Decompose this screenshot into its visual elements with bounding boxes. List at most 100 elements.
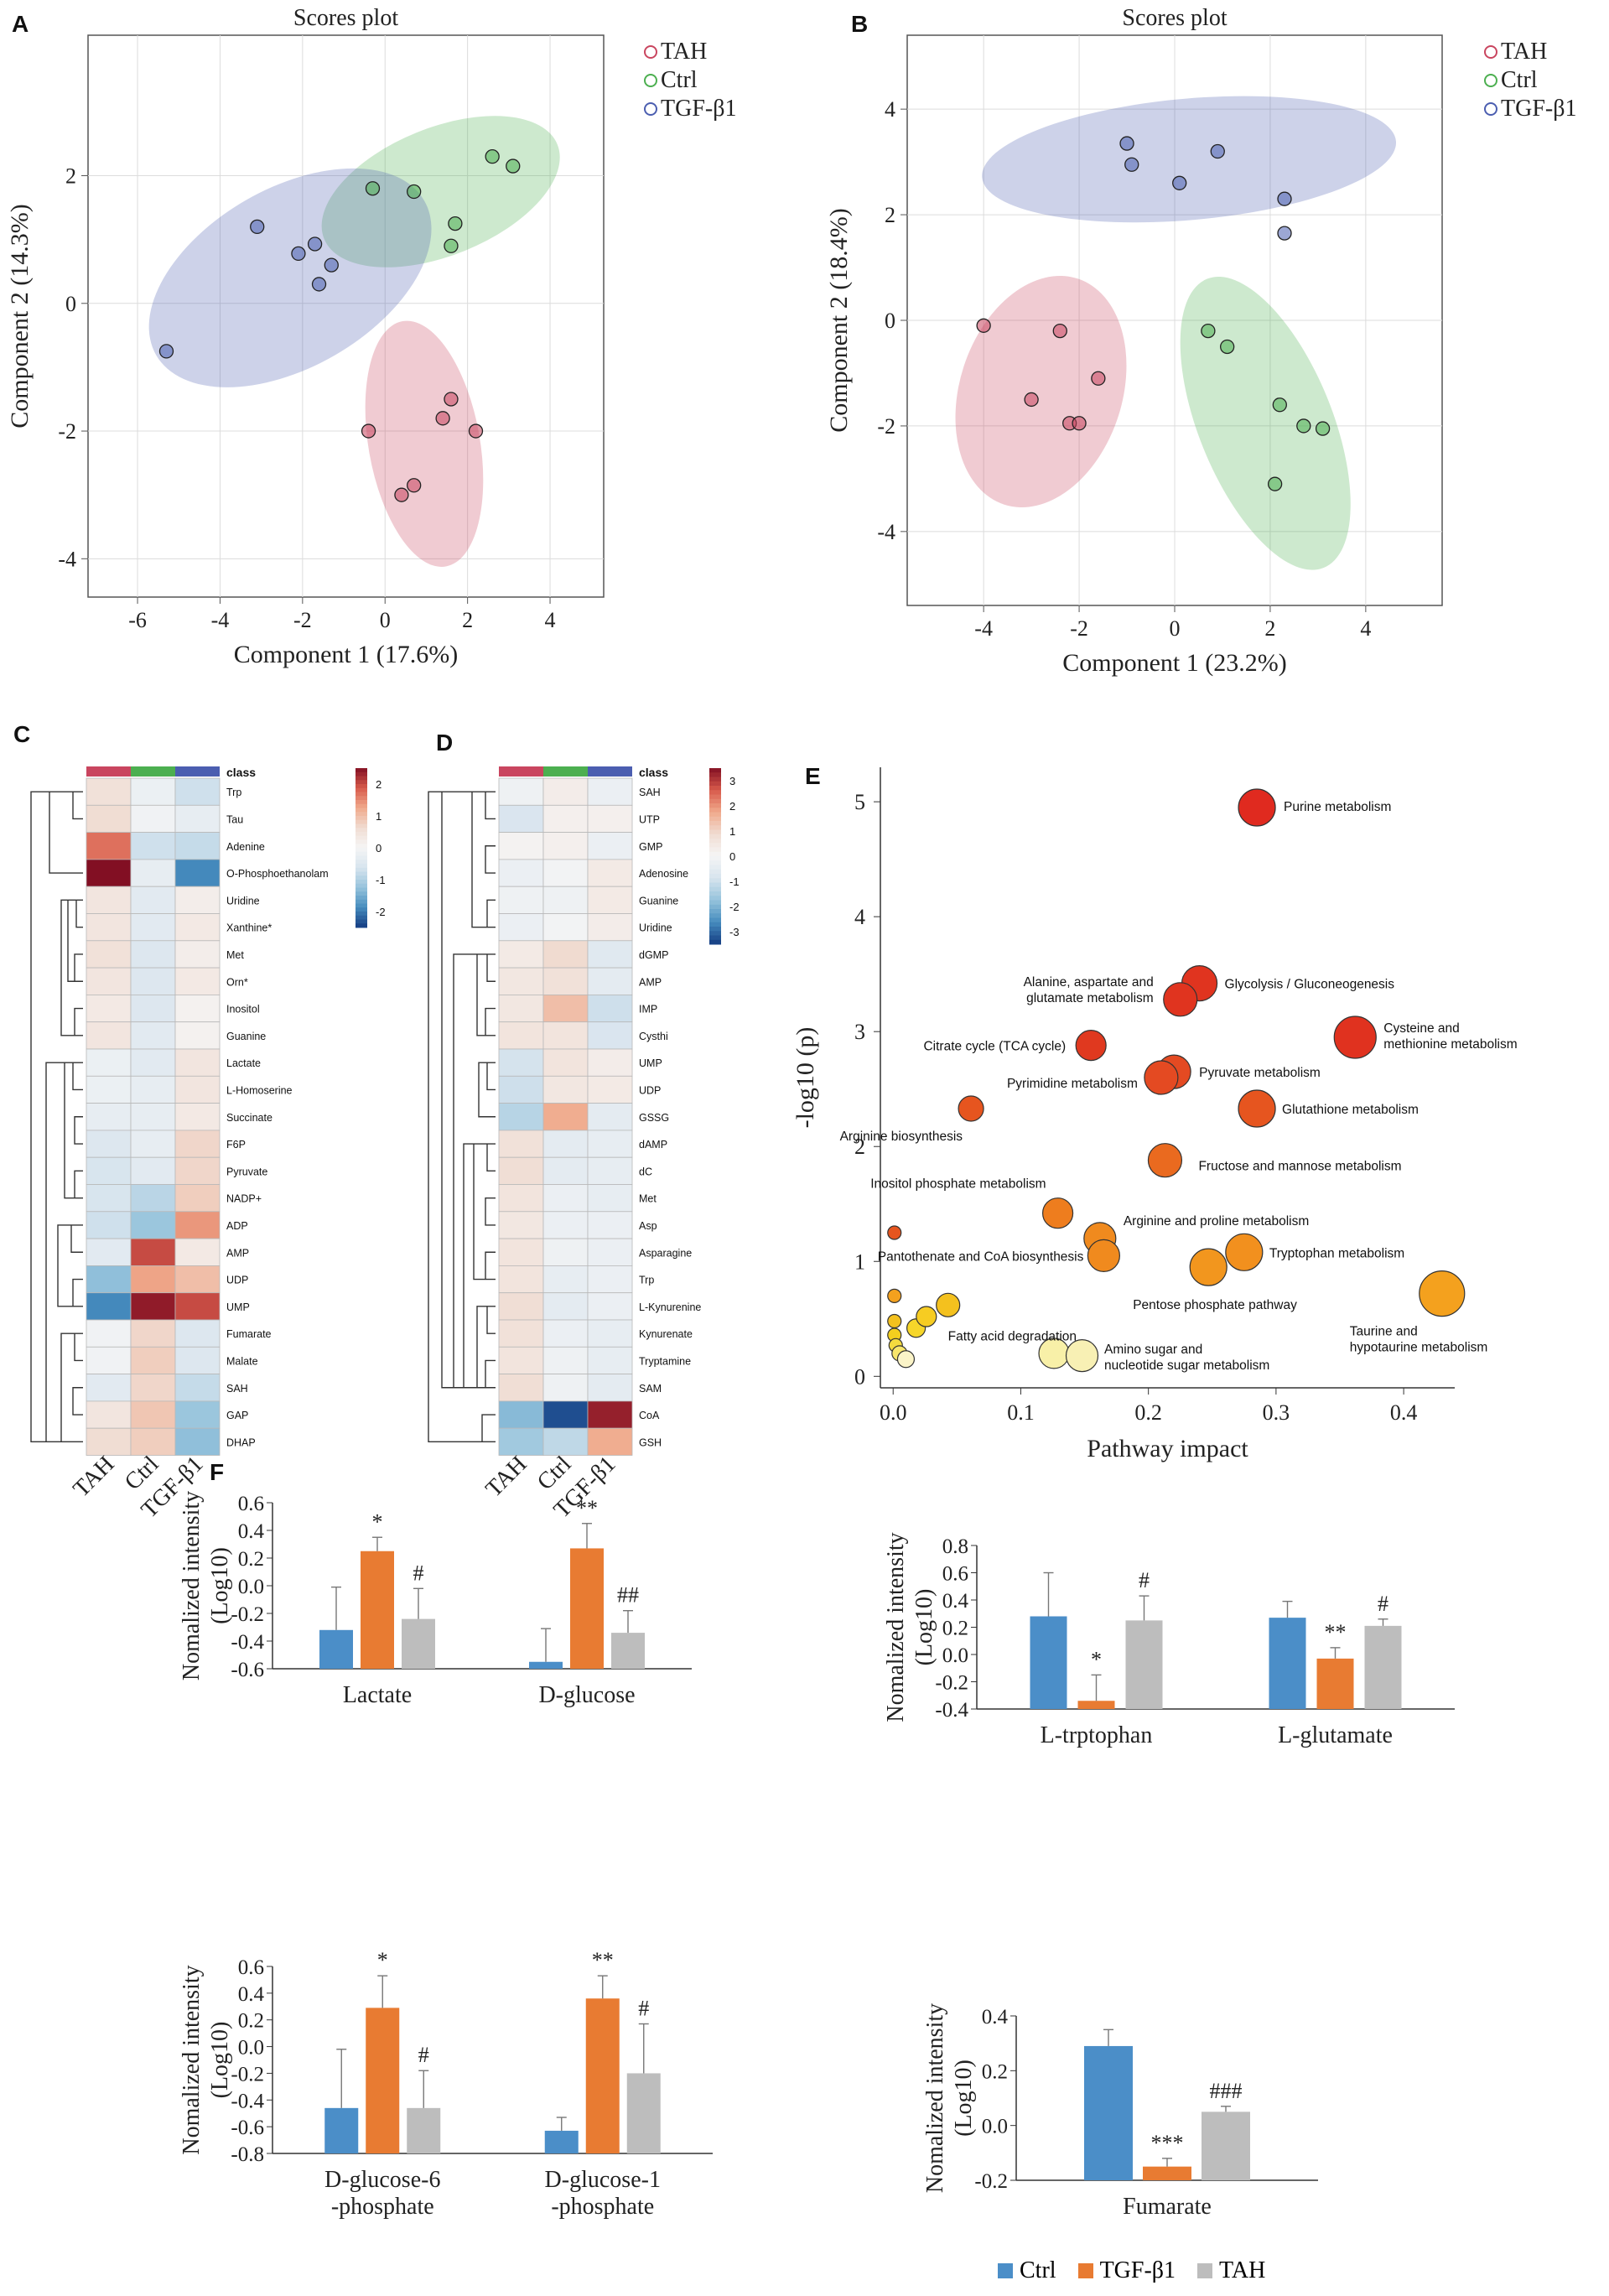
- legend-item-tgf: TGF-β1: [1077, 2257, 1176, 2284]
- x-tick-label: 2: [1264, 616, 1275, 641]
- point-tah: [1072, 416, 1087, 431]
- bubble-label: Taurine and hypotaurine metabolism: [1350, 1325, 1488, 1355]
- significance-mark: **: [576, 1496, 598, 1520]
- colorbar-step: [709, 851, 721, 857]
- x-tick-label: -4: [974, 616, 993, 641]
- heatmap-cell: [130, 832, 176, 860]
- point-ctrl: [1296, 418, 1311, 434]
- y-tick-label: 0: [65, 292, 76, 316]
- bar: [366, 2008, 400, 2153]
- bubble: [958, 1095, 984, 1122]
- y-axis-label: Nomalized intensity: [922, 2003, 948, 2193]
- colorbar-step: [709, 829, 721, 835]
- heatmap-cell: [498, 1265, 544, 1294]
- bubble: [887, 1288, 902, 1303]
- heatmap-cell: [587, 913, 633, 942]
- heatmap-cell: [542, 913, 589, 942]
- heatmap-cell: [174, 1211, 221, 1239]
- heatmap-cell: [587, 1292, 633, 1321]
- colorbar-step: [356, 875, 367, 880]
- legend-marker-tah: [644, 45, 657, 59]
- colorbar-step: [709, 786, 721, 791]
- colorbar-step: [356, 808, 367, 813]
- y-tick-label: 0.4: [238, 1520, 265, 1543]
- heatmap-cell: [498, 1319, 544, 1348]
- heatmap-cell: [542, 1021, 589, 1050]
- colorbar-step: [356, 816, 367, 821]
- confidence-ellipse-tgf: [148, 168, 432, 387]
- colorbar-step: [709, 768, 721, 773]
- colorbar-step: [709, 821, 721, 826]
- bubble-label: Arginine and proline metabolism: [1124, 1214, 1309, 1229]
- y-tick-label: -0.2: [935, 1672, 968, 1695]
- colorbar-step: [709, 913, 721, 918]
- point-ctrl: [407, 184, 422, 200]
- bar: [544, 2130, 579, 2153]
- confidence-ellipse-ctrl: [321, 116, 560, 268]
- heatmap-cell: [587, 1238, 633, 1266]
- heatmap-cell: [587, 1427, 633, 1456]
- heatmap-cell: [587, 859, 633, 887]
- y-tick-label: 0.0: [238, 1576, 264, 1598]
- row-label: Trp: [639, 1275, 654, 1286]
- heatmap-cell: [587, 804, 633, 833]
- row-label: Guanine: [639, 895, 678, 906]
- point-tgf: [1210, 143, 1225, 159]
- y-tick-label: 1: [854, 1249, 865, 1274]
- x-tick-label: -4: [211, 608, 230, 632]
- heatmap-cell: [542, 1103, 589, 1131]
- heatmap-cell: [542, 1374, 589, 1402]
- colorbar-step: [709, 860, 721, 865]
- heatmap-cell: [86, 967, 132, 995]
- legend-swatch-tah: [1197, 2263, 1213, 2278]
- row-label: L-Kynurenine: [639, 1301, 701, 1313]
- point-ctrl: [365, 181, 381, 196]
- row-label: GMP: [639, 841, 662, 853]
- row-label: AMP: [226, 1247, 249, 1259]
- y-tick-label: -0.4: [231, 1631, 264, 1654]
- bubble-label: Purine metabolism: [1284, 800, 1391, 814]
- bubble-label: Pantothenate and CoA biosynthesis: [878, 1249, 1084, 1264]
- x-category-label: L-trptophan: [1041, 1722, 1153, 1748]
- colorbar-step: [356, 919, 367, 924]
- colorbar-step: [709, 891, 721, 896]
- bar: [1202, 2112, 1250, 2180]
- heatmap-cell: [130, 1048, 176, 1077]
- y-tick-label: -4: [58, 547, 76, 571]
- colorbar-step: [709, 834, 721, 839]
- bubble-label: Fatty acid degradation: [948, 1329, 1077, 1343]
- row-label: Tryptamine: [639, 1355, 691, 1367]
- significance-mark: #: [1139, 1568, 1150, 1592]
- colorbar-step: [709, 794, 721, 800]
- x-tick-label: 0.0: [880, 1400, 907, 1425]
- colorbar-step: [709, 808, 721, 813]
- heatmap-cell: [542, 1048, 589, 1077]
- row-label: dAMP: [639, 1139, 667, 1151]
- y-tick-label: 0.6: [942, 1563, 968, 1586]
- bubble: [1041, 1197, 1074, 1229]
- heatmap-cell: [174, 1238, 221, 1266]
- bubble: [887, 1225, 902, 1240]
- heatmap-cell: [498, 967, 544, 995]
- heatmap-cell: [542, 804, 589, 833]
- colorbar-step: [709, 909, 721, 914]
- heatmap-cell: [542, 1156, 589, 1185]
- bar-panel-F3: -0.8 -0.6 -0.4 -0.2 0.0 0.2 0.4 0.6 * # D-glucose-…: [179, 1948, 713, 2220]
- y-tick-label: 2: [854, 1135, 865, 1159]
- point-tgf: [307, 236, 323, 252]
- row-label: Met: [226, 949, 244, 961]
- significance-mark: *: [372, 1509, 383, 1534]
- heatmap-cell: [86, 1048, 132, 1077]
- class-bar-2: [588, 766, 632, 777]
- y-tick-label: -2: [58, 419, 76, 444]
- heatmap-cell: [498, 1184, 544, 1213]
- colorbar-step: [356, 848, 367, 853]
- colorbar-step: [356, 860, 367, 865]
- significance-mark: ***: [1151, 2131, 1184, 2155]
- row-label: GAP: [226, 1410, 248, 1421]
- heatmap-cell: [130, 967, 176, 995]
- row-label: ADP: [226, 1220, 248, 1232]
- bar-panel-F2: -0.4 -0.2 0.0 0.2 0.4 0.6 0.8 * # L-trptophan ** # L…: [883, 1532, 1455, 1748]
- heatmap-cell: [174, 1292, 221, 1321]
- heatmap-cell: [542, 940, 589, 969]
